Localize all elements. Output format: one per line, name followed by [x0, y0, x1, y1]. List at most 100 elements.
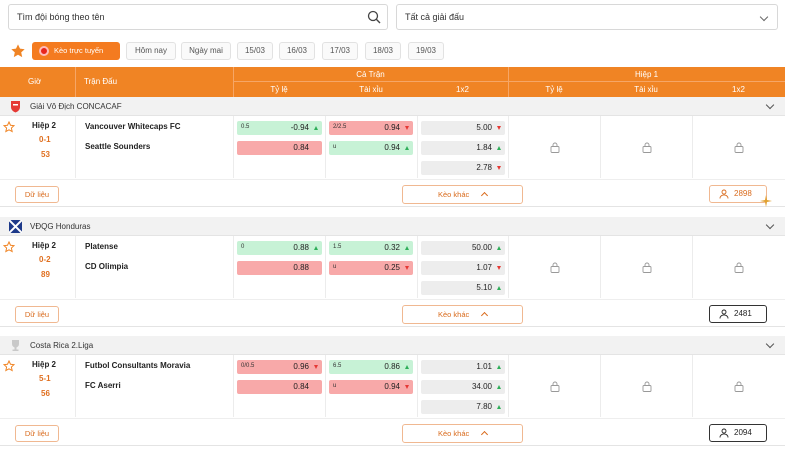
- league-header[interactable]: Costa Rica 2.Liga: [0, 336, 785, 355]
- date-button-tomorrow[interactable]: Ngày mai: [181, 42, 231, 60]
- league-select[interactable]: Tất cả giải đấu: [396, 4, 778, 30]
- home-team[interactable]: Vancouver Whitecaps FC: [85, 122, 181, 131]
- lock-icon: [733, 261, 745, 273]
- col-handicap: Tỷ lệ: [270, 85, 288, 94]
- match-minute: 56: [41, 389, 50, 398]
- handicap-home-odds[interactable]: 0/0.5 0.96: [237, 360, 322, 374]
- away-win-odds[interactable]: 1.84: [421, 141, 505, 155]
- odds-up-arrow-icon: [497, 146, 501, 150]
- under-odds[interactable]: u 0.94: [329, 141, 413, 155]
- odds-up-arrow-icon: [497, 385, 501, 389]
- star-outline-icon[interactable]: [3, 360, 15, 372]
- chevron-down-icon[interactable]: [765, 339, 775, 349]
- date-label: 18/03: [372, 46, 394, 55]
- home-win-odds[interactable]: 1.01: [421, 360, 505, 374]
- viewer-count-button[interactable]: 2481: [709, 305, 767, 323]
- chevron-down-icon[interactable]: [765, 220, 775, 230]
- odds-up-arrow-icon: [314, 246, 318, 250]
- under-odds[interactable]: u 0.25: [329, 261, 413, 275]
- col-1x2: 1x2: [456, 85, 469, 94]
- search-input[interactable]: [9, 5, 349, 29]
- date-button[interactable]: 19/03: [408, 42, 444, 60]
- star-outline-icon[interactable]: [3, 121, 15, 133]
- total-line: 6.5: [333, 363, 342, 369]
- home-win-odds[interactable]: 50.00: [421, 241, 505, 255]
- other-odds-button[interactable]: Kèo khác: [402, 185, 523, 204]
- odds-value: 2.78: [476, 163, 492, 172]
- league-header[interactable]: Giải Vô Địch CONCACAF: [0, 97, 785, 116]
- data-button[interactable]: Dữ liệu: [15, 306, 59, 323]
- user-icon: [719, 309, 729, 319]
- match-row: Hiệp 2 5-1 56 Futbol Consultants Moravia FC …: [0, 355, 785, 417]
- over-odds[interactable]: 1.5 0.32: [329, 241, 413, 255]
- over-odds[interactable]: 2/2.5 0.94: [329, 121, 413, 135]
- draw-odds[interactable]: 5.10: [421, 281, 505, 295]
- lock-icon: [549, 141, 561, 153]
- league-name: VĐQG Honduras: [30, 222, 91, 231]
- away-win-odds[interactable]: 34.00: [421, 380, 505, 394]
- away-team[interactable]: CD Olimpia: [85, 262, 129, 271]
- home-win-odds[interactable]: 5.00: [421, 121, 505, 135]
- lock-icon: [549, 261, 561, 273]
- chevron-down-icon[interactable]: [765, 100, 775, 110]
- search-box[interactable]: [8, 4, 388, 30]
- date-button[interactable]: 16/03: [279, 42, 315, 60]
- over-odds[interactable]: 6.5 0.86: [329, 360, 413, 374]
- lock-icon: [641, 380, 653, 392]
- match-period: Hiệp 2: [32, 121, 57, 130]
- odds-value: 1.01: [476, 362, 492, 371]
- match-period: Hiệp 2: [32, 241, 57, 250]
- away-win-odds[interactable]: 1.07: [421, 261, 505, 275]
- draw-odds[interactable]: 2.78: [421, 161, 505, 175]
- star-icon[interactable]: [10, 43, 26, 59]
- date-button[interactable]: 15/03: [237, 42, 273, 60]
- match-row: Hiệp 2 0-2 89 Platense CD Olimpia 0 0.88 0.88 1.…: [0, 236, 785, 298]
- data-button-label: Dữ liệu: [24, 190, 50, 199]
- odds-value: 34.00: [471, 382, 492, 391]
- match-row: Hiệp 2 0-1 53 Vancouver Whitecaps FC Seattle…: [0, 116, 785, 178]
- date-button[interactable]: 17/03: [322, 42, 358, 60]
- data-button[interactable]: Dữ liệu: [15, 186, 59, 203]
- date-label: 17/03: [329, 46, 351, 55]
- odds-value: 5.10: [476, 283, 492, 292]
- date-button[interactable]: 18/03: [365, 42, 401, 60]
- other-odds-button[interactable]: Kèo khác: [402, 305, 523, 324]
- viewer-count-button[interactable]: 2898: [709, 185, 767, 203]
- date-button-today[interactable]: Hôm nay: [126, 42, 176, 60]
- handicap-away-odds[interactable]: 0.84: [237, 380, 322, 394]
- handicap-away-odds[interactable]: 0.88: [237, 261, 322, 275]
- chevron-up-icon: [480, 311, 489, 320]
- away-team[interactable]: Seattle Sounders: [85, 142, 151, 151]
- odds-down-arrow-icon: [405, 126, 409, 130]
- star-outline-icon[interactable]: [3, 241, 15, 253]
- viewer-count-button[interactable]: 2094: [709, 424, 767, 442]
- away-team[interactable]: FC Aserri: [85, 381, 121, 390]
- odds-value: 0.25: [384, 263, 400, 272]
- under-odds[interactable]: u 0.94: [329, 380, 413, 394]
- honduras-flag-icon: [9, 220, 22, 233]
- live-odds-label: Kèo trực tuyến: [54, 46, 104, 55]
- data-button[interactable]: Dữ liệu: [15, 425, 59, 442]
- odds-up-arrow-icon: [405, 146, 409, 150]
- odds-down-arrow-icon: [497, 266, 501, 270]
- odds-value: 0.94: [384, 123, 400, 132]
- league-header[interactable]: VĐQG Honduras: [0, 217, 785, 236]
- other-odds-label: Kèo khác: [438, 310, 470, 319]
- col-match: Trận Đấu: [84, 77, 118, 86]
- odds-value: 0.88: [293, 263, 309, 272]
- live-odds-button[interactable]: Kèo trực tuyến: [32, 42, 120, 60]
- odds-value: 0.96: [293, 362, 309, 371]
- handicap-home-odds[interactable]: 0.5 -0.94: [237, 121, 322, 135]
- home-team[interactable]: Futbol Consultants Moravia: [85, 361, 191, 370]
- handicap-away-odds[interactable]: 0.84: [237, 141, 322, 155]
- odds-down-arrow-icon: [314, 365, 318, 369]
- draw-odds[interactable]: 7.80: [421, 400, 505, 414]
- handicap-home-odds[interactable]: 0 0.88: [237, 241, 322, 255]
- col-first-half: Hiệp 1: [634, 70, 659, 79]
- odds-down-arrow-icon: [405, 266, 409, 270]
- handicap-line: 0/0.5: [241, 363, 255, 369]
- other-odds-button[interactable]: Kèo khác: [402, 424, 523, 443]
- date-label: 16/03: [286, 46, 308, 55]
- home-team[interactable]: Platense: [85, 242, 118, 251]
- search-icon[interactable]: [367, 10, 381, 24]
